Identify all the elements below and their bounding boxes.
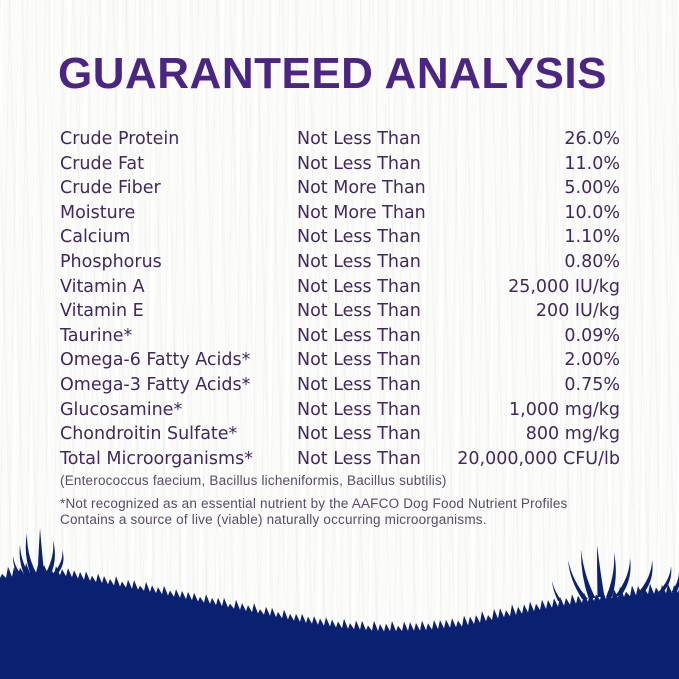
table-row: Total Microorganisms* Not Less Than 20,000… [60, 447, 620, 472]
nutrient-name: Vitamin E [60, 301, 144, 322]
nutrient-name: Crude Protein [60, 129, 180, 149]
nutrient-value: 10.0% [564, 202, 620, 223]
nutrient-value: 0.80% [564, 251, 620, 272]
nutrient-value: 20,000,000 CFU/lb [457, 448, 620, 469]
table-row: Taurine* Not Less Than 0.09% [60, 324, 620, 349]
table-row: Glucosamine* Not Less Than 1,000 mg/kg [60, 398, 620, 423]
nutrient-name: Phosphorus [60, 251, 162, 272]
footnote-line-1: *Not recognized as an essential nutrient… [60, 496, 568, 511]
nutrient-name: Vitamin A [60, 276, 145, 297]
nutrient-name: Calcium [60, 227, 131, 248]
qualifier-text: Not Less Than [297, 251, 421, 272]
table-row: Crude Protein Not Less Than 26.0% [60, 127, 620, 152]
footnote-block: *Not recognized as an essential nutrient… [60, 496, 568, 528]
table-row: Crude Fat Not Less Than 11.0% [60, 152, 620, 177]
grass-blades-shape [12, 528, 679, 601]
nutrient-value: 200 IU/kg [535, 301, 620, 322]
footnote-line-2: Contains a source of live (viable) natur… [60, 512, 487, 527]
grass-hill-shape [0, 562, 679, 679]
table-row: Crude Fiber Not More Than 5.00% [60, 176, 620, 201]
nutrient-value: 5.00% [564, 178, 620, 199]
nutrient-name: Total Microorganisms* [60, 448, 253, 469]
qualifier-text: Not More Than [297, 202, 426, 223]
nutrient-name: Omega-6 Fatty Acids* [60, 350, 251, 371]
table-row: Vitamin A Not Less Than 25,000 IU/kg [60, 275, 620, 300]
qualifier-text: Not Less Than [297, 129, 421, 149]
nutrient-name: Crude Fat [60, 153, 144, 174]
table-row: Phosphorus Not Less Than 0.80% [60, 250, 620, 275]
nutrient-value: 1,000 mg/kg [509, 399, 620, 420]
qualifier-text: Not Less Than [297, 350, 421, 371]
qualifier-text: Not Less Than [297, 399, 421, 420]
qualifier-text: Not Less Than [297, 374, 421, 395]
table-row: Omega-3 Fatty Acids* Not Less Than 0.75% [60, 373, 620, 398]
table-row: Omega-6 Fatty Acids* Not Less Than 2.00% [60, 348, 620, 373]
nutrient-name: Glucosamine* [60, 399, 183, 420]
grass-silhouette [0, 528, 679, 679]
nutrient-value: 0.75% [564, 374, 620, 395]
qualifier-text: Not Less Than [297, 424, 421, 445]
nutrient-name: Crude Fiber [60, 178, 161, 199]
nutrient-value: 800 mg/kg [525, 424, 620, 445]
nutrient-name: Taurine* [60, 325, 133, 346]
nutrient-name: Omega-3 Fatty Acids* [60, 374, 251, 395]
qualifier-text: Not Less Than [297, 227, 421, 248]
qualifier-text: Not Less Than [297, 325, 421, 346]
nutrient-value: 2.00% [564, 350, 620, 371]
species-note: (Enterococcus faecium, Bacillus lichenif… [60, 473, 447, 488]
qualifier-text: Not More Than [297, 178, 426, 199]
nutrient-name: Moisture [60, 202, 136, 223]
qualifier-text: Not Less Than [297, 153, 421, 174]
table-row: Calcium Not Less Than 1.10% [60, 225, 620, 250]
qualifier-text: Not Less Than [297, 301, 421, 322]
qualifier-text: Not Less Than [297, 276, 421, 297]
nutrient-value: 11.0% [564, 153, 620, 174]
table-row: Chondroitin Sulfate* Not Less Than 800 mg/… [60, 422, 620, 447]
analysis-table: Crude Protein Not Less Than 26.0% Crude Fat… [60, 127, 620, 471]
nutrient-value: 0.09% [564, 325, 620, 346]
nutrient-name: Chondroitin Sulfate* [60, 424, 238, 445]
table-row: Moisture Not More Than 10.0% [60, 201, 620, 226]
nutrient-value: 25,000 IU/kg [508, 276, 620, 297]
page-title: GUARANTEED ANALYSIS [58, 49, 607, 98]
qualifier-text: Not Less Than [297, 448, 421, 469]
nutrient-value: 1.10% [564, 227, 620, 248]
nutrient-value: 26.0% [564, 129, 620, 149]
table-row: Vitamin E Not Less Than 200 IU/kg [60, 299, 620, 324]
